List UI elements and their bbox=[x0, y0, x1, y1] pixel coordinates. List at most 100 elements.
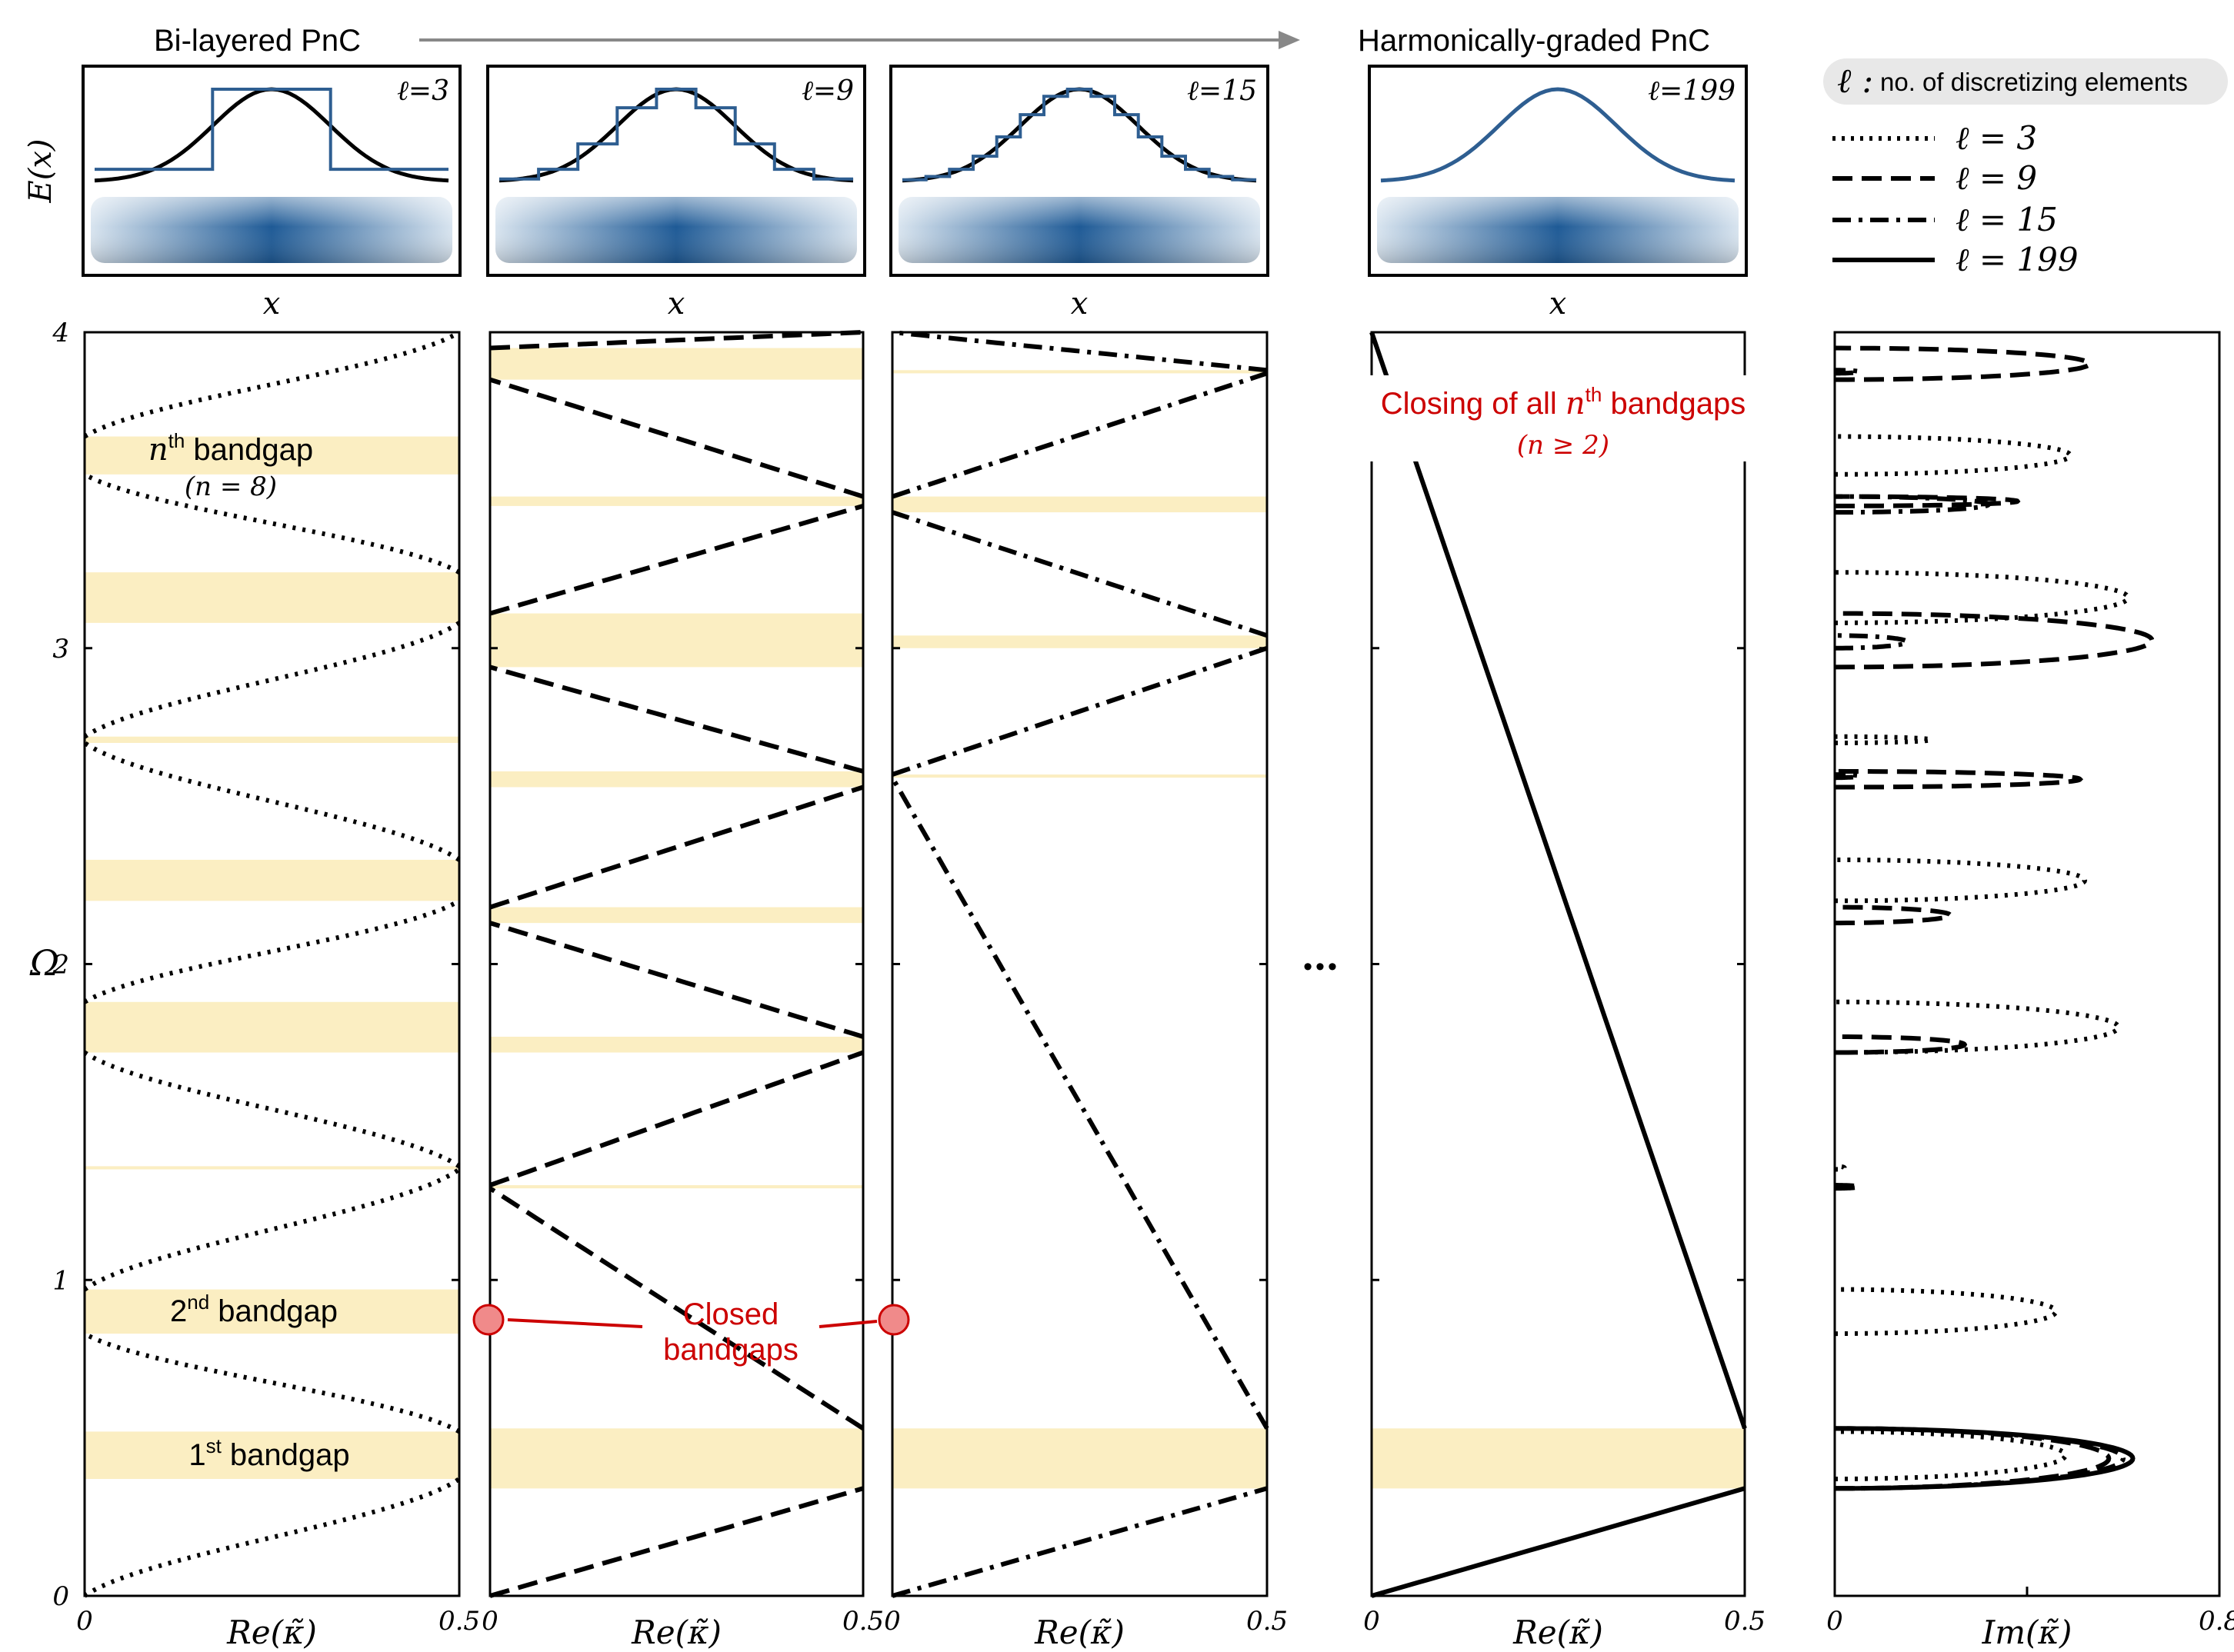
imag-loop bbox=[1834, 345, 2092, 382]
legend-label-l9: ℓ = 9 bbox=[1956, 159, 2037, 197]
x-axis-label: Re(κ̃) bbox=[1034, 1614, 1125, 1651]
imag-loop bbox=[1834, 611, 2155, 670]
bandgap-band bbox=[892, 1428, 1267, 1489]
x-tick-label: 0.8 bbox=[2199, 1606, 2234, 1637]
bandgap-band bbox=[892, 370, 1267, 374]
dispersion-branch bbox=[83, 741, 461, 862]
inset-1: ℓ=3 x E(x) bbox=[23, 65, 462, 321]
dispersion-branch bbox=[892, 510, 1268, 638]
panel-frame bbox=[891, 331, 1269, 1597]
x-axis-label: Re(κ̃) bbox=[631, 1614, 722, 1651]
imag-loop bbox=[1835, 368, 1862, 376]
rod-shade bbox=[91, 197, 452, 263]
bandgap-band bbox=[892, 496, 1267, 513]
legend-label-l3: ℓ = 3 bbox=[1956, 119, 2037, 157]
progression-arrow-head bbox=[1279, 31, 1300, 49]
closed-label-1: Closed bbox=[683, 1297, 779, 1331]
rod-shade bbox=[495, 197, 857, 263]
y-tick-label: 4 bbox=[52, 318, 69, 348]
closed-label-2: bandgaps bbox=[663, 1333, 799, 1367]
x-axis-label: Re(κ̃) bbox=[1512, 1614, 1603, 1651]
dispersion-branch bbox=[892, 330, 1268, 373]
stepped-profile bbox=[902, 88, 1256, 182]
legend-title-symbol: ℓ : bbox=[1837, 62, 1873, 101]
dispersion-branch bbox=[488, 1186, 865, 1431]
panel-frame bbox=[83, 331, 461, 1597]
dispersion-branch bbox=[489, 330, 864, 351]
graded-title: Harmonically-graded PnC bbox=[1358, 24, 1710, 58]
second-bandgap-label: 2nd bandgap bbox=[170, 1291, 338, 1328]
imag-loop bbox=[1835, 1034, 1968, 1055]
inset-label: ℓ=3 bbox=[397, 75, 449, 107]
bandgap-band bbox=[85, 1001, 459, 1053]
imag-loop bbox=[1835, 1164, 1847, 1172]
imag-loop bbox=[1835, 494, 1992, 515]
bandgap-band bbox=[85, 1431, 459, 1480]
inset-xlabel: x bbox=[263, 286, 281, 321]
inset-4: ℓ=199 x bbox=[1368, 65, 1748, 321]
x-tick-label: 0 bbox=[1826, 1606, 1843, 1637]
imag-loop bbox=[1834, 633, 1910, 651]
y-tick-label: 1 bbox=[52, 1265, 69, 1296]
dispersion-branch bbox=[489, 664, 864, 774]
band-panel-1: 0 0.5 Re(κ̃) 0 1 2 3 4 Ω bbox=[29, 318, 480, 1651]
inset-ylabel: E(x) bbox=[23, 139, 58, 204]
ellipsis: ••• bbox=[1303, 952, 1340, 981]
legend: ℓ : no. of discretizing elements ℓ = 3 ℓ… bbox=[1823, 58, 2228, 278]
dispersion-branch bbox=[83, 1167, 461, 1292]
x-tick-label: 0 bbox=[1363, 1606, 1380, 1637]
imag-frame bbox=[1833, 331, 2221, 1597]
bandgap-band bbox=[892, 635, 1267, 648]
bandgap-band bbox=[490, 613, 863, 668]
dispersion-branch bbox=[83, 898, 461, 1004]
imag-loop bbox=[1834, 772, 1862, 781]
first-bandgap-label: 1st bandgap bbox=[188, 1434, 349, 1472]
bandgap-band bbox=[490, 348, 863, 380]
dispersion-branch bbox=[489, 921, 864, 1039]
dispersion-branch bbox=[892, 645, 1268, 777]
bandgap-band bbox=[85, 736, 459, 743]
rod-shade bbox=[1377, 197, 1739, 263]
legend-label-l199: ℓ = 199 bbox=[1956, 241, 2079, 278]
dispersion-branch bbox=[489, 504, 864, 616]
closed-gap-pointer-2 bbox=[819, 1320, 878, 1328]
dispersion-branch bbox=[489, 784, 864, 910]
dispersion-branch bbox=[489, 1486, 864, 1598]
dispersion-branch bbox=[83, 1331, 461, 1434]
y-axis-label: Ω bbox=[29, 942, 59, 984]
inset-label: ℓ=15 bbox=[1187, 75, 1257, 107]
closed-gap-marker-2 bbox=[878, 1304, 910, 1336]
imag-loop bbox=[1834, 1426, 2126, 1491]
x-tick-label: 0.5 bbox=[1246, 1606, 1288, 1637]
dispersion-branch bbox=[83, 1050, 461, 1168]
inset-xlabel: x bbox=[1549, 286, 1567, 321]
stepped-profile bbox=[95, 88, 448, 172]
dispersion-branch bbox=[83, 621, 461, 739]
closed-gap-pointer-1 bbox=[507, 1318, 643, 1328]
dispersion-branch bbox=[83, 330, 461, 439]
dispersion-branch bbox=[892, 371, 1268, 499]
closing-all-sub: (n ≥ 2) bbox=[1517, 430, 1609, 461]
closing-all-label: Closing of all nth bandgaps bbox=[1381, 383, 1746, 421]
stepped-profile bbox=[499, 88, 853, 181]
imag-loop bbox=[1835, 1183, 1862, 1191]
closed-gap-marker-1 bbox=[472, 1304, 505, 1336]
dispersion-branch bbox=[890, 776, 1269, 1430]
bandgap-band bbox=[490, 771, 863, 788]
dispersion-branch bbox=[488, 1050, 865, 1187]
y-tick-label: 0 bbox=[52, 1581, 69, 1612]
bandgap-band bbox=[85, 1289, 459, 1334]
imag-loop bbox=[1835, 734, 1935, 745]
x-tick-label: 0.5 bbox=[1724, 1606, 1766, 1637]
imag-loop bbox=[1834, 1287, 2059, 1337]
imag-loop bbox=[1835, 999, 2121, 1055]
x-tick-label: 0 bbox=[76, 1606, 93, 1637]
modulus-profile bbox=[1380, 87, 1736, 183]
panel-frame bbox=[1370, 331, 1746, 1597]
x-tick-label: 0.5 bbox=[438, 1606, 480, 1637]
dispersion-branch bbox=[1369, 331, 1747, 1430]
bandgap-band bbox=[490, 1185, 863, 1189]
x-tick-label: 0.5 bbox=[842, 1606, 884, 1637]
x-tick-label: 0 bbox=[482, 1606, 498, 1637]
bandgap-band bbox=[490, 907, 863, 924]
